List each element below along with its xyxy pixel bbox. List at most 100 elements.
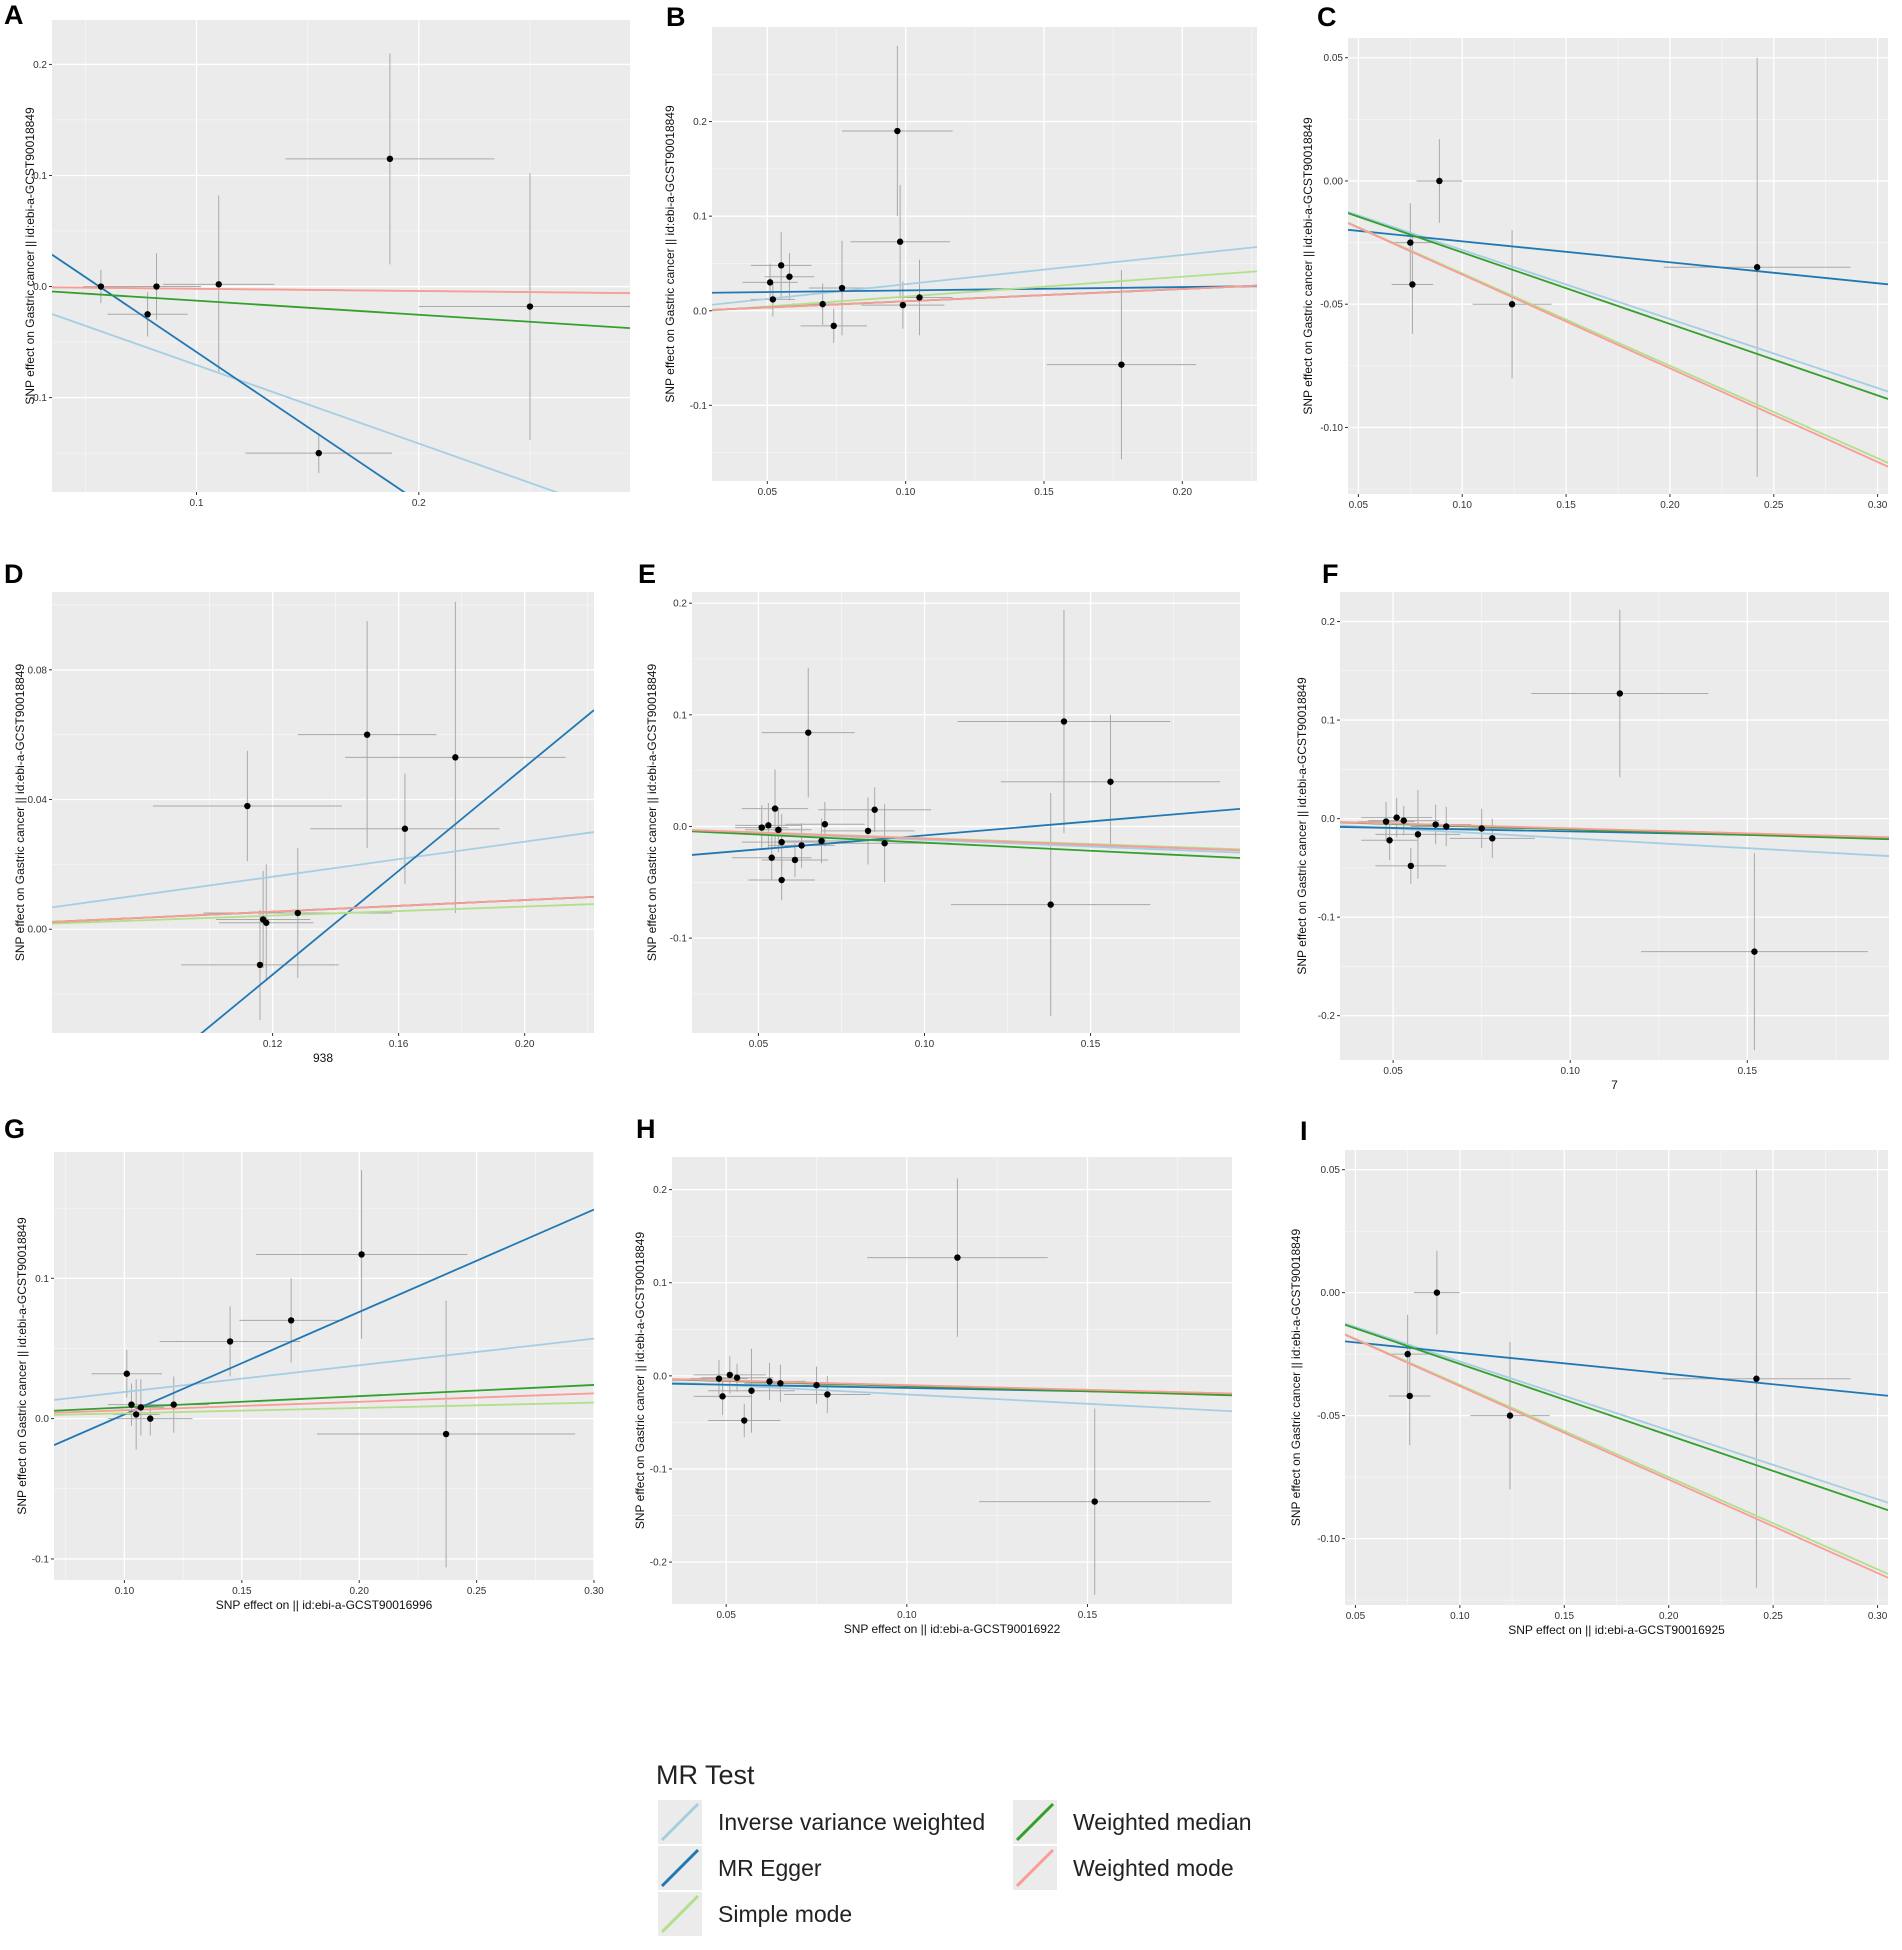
x-tick-label: 0.30 xyxy=(584,1586,604,1597)
line-weighted-median xyxy=(1348,212,1888,400)
data-point xyxy=(1386,837,1393,844)
data-point xyxy=(144,311,151,318)
legend-items: Inverse variance weighted MR Egger Simple … xyxy=(658,1800,1252,1936)
x-axis-label: SNP effect on || id:ebi-a-GCST90016925 xyxy=(1508,1623,1725,1637)
x-tick-label: 0.05 xyxy=(1383,1066,1403,1077)
line-weighted-mode xyxy=(1340,821,1889,839)
line-weighted-mode xyxy=(54,1392,594,1414)
data-point xyxy=(768,854,775,861)
data-point xyxy=(226,1338,234,1345)
y-tick-label: 0.00 xyxy=(1321,1288,1341,1299)
y-tick-label: 0.1 xyxy=(653,1278,667,1289)
y-axis-label: SNP effect on Gastric cancer || id:ebi-a… xyxy=(1289,1229,1303,1527)
x-tick-label: 0.10 xyxy=(896,487,916,498)
data-point xyxy=(1443,823,1450,830)
y-tick-label: 0.05 xyxy=(1321,1165,1341,1176)
x-tick-label: 0.10 xyxy=(1560,1066,1580,1077)
x-tick-label: 0.15 xyxy=(1556,500,1576,511)
x-tick-label: 0.12 xyxy=(263,1039,283,1050)
data-point xyxy=(294,909,301,917)
data-point xyxy=(786,273,793,280)
line-weighted-mode xyxy=(692,829,1240,852)
data-point xyxy=(821,821,829,828)
legend-key-line xyxy=(1015,1848,1055,1888)
plot-area xyxy=(54,1152,594,1580)
y-tick-label: -0.2 xyxy=(650,1558,668,1569)
data-point xyxy=(1433,1289,1441,1296)
data-point xyxy=(386,155,394,163)
x-tick-label: 0.20 xyxy=(515,1039,535,1050)
y-axis-label: SNP effect on Gastric cancer || id:ebi-a… xyxy=(1295,677,1309,975)
line-weighted-mode xyxy=(672,1378,1232,1395)
legend-label: Simple mode xyxy=(718,1901,852,1927)
data-point xyxy=(1616,690,1624,697)
y-tick-label: -0.1 xyxy=(650,1464,668,1475)
y-tick-label: 0.0 xyxy=(1321,814,1335,825)
data-point xyxy=(813,1381,820,1389)
line-simple-mode xyxy=(52,903,594,925)
x-tick-label: 0.1 xyxy=(190,498,204,509)
data-point xyxy=(287,1317,295,1324)
data-point xyxy=(769,296,777,303)
data-point xyxy=(1404,1350,1411,1358)
data-point xyxy=(1432,821,1439,828)
plot-background xyxy=(692,592,1240,1033)
line-weighted-mode xyxy=(52,286,630,294)
x-axis-label: SNP effect on || id:ebi-a-GCST90016922 xyxy=(844,1622,1061,1636)
panel-letter: A xyxy=(4,0,24,30)
y-tick-label: 0.04 xyxy=(28,795,48,806)
data-point xyxy=(1478,825,1485,832)
data-point xyxy=(1382,818,1390,825)
data-point xyxy=(442,1430,450,1438)
y-tick-label: -0.1 xyxy=(690,401,708,412)
legend-key-line xyxy=(660,1894,700,1934)
plot-area xyxy=(52,20,630,492)
line-inverse-variance-weighted xyxy=(1348,211,1888,393)
data-point xyxy=(805,729,812,736)
data-point xyxy=(1414,831,1422,838)
data-point xyxy=(1489,835,1496,842)
plot-area xyxy=(712,27,1257,481)
data-point xyxy=(818,837,825,845)
y-tick-label: 0.0 xyxy=(653,1371,667,1382)
x-tick-label: 0.15 xyxy=(1738,1066,1758,1077)
panel-letter: G xyxy=(4,1114,25,1144)
line-inverse-variance-weighted xyxy=(52,831,594,909)
legend-key-line xyxy=(660,1848,700,1888)
data-point xyxy=(1506,1412,1514,1419)
y-tick-label: 0.0 xyxy=(35,1414,49,1425)
legend-label: Weighted mode xyxy=(1073,1855,1234,1881)
panel-letter: H xyxy=(636,1114,656,1144)
data-point xyxy=(777,262,785,269)
y-tick-label: 0.2 xyxy=(673,599,687,610)
y-axis-label: SNP effect on Gastric cancer || id:ebi-a… xyxy=(663,105,677,403)
legend-item: MR Egger xyxy=(658,1846,822,1890)
data-point xyxy=(894,127,901,135)
y-tick-label: -0.1 xyxy=(30,393,48,404)
legend-item: Inverse variance weighted xyxy=(658,1800,985,1844)
data-point xyxy=(1118,361,1125,368)
data-point xyxy=(1047,901,1054,908)
x-tick-label: 0.20 xyxy=(1173,487,1193,498)
plot-background xyxy=(52,592,594,1033)
data-point xyxy=(1753,264,1761,271)
data-point xyxy=(896,238,904,245)
panel-h: H 0.05 0.10 0.15 -0.2 -0.1 0.0 0.1 0.2 SNP effect… xyxy=(633,1114,1232,1636)
line-weighted-mode xyxy=(52,895,594,923)
y-tick-label: 0.2 xyxy=(653,1185,667,1196)
data-point xyxy=(1107,778,1114,785)
data-point xyxy=(777,1380,784,1387)
y-tick-label: 0.0 xyxy=(693,306,707,317)
x-tick-label: 0.16 xyxy=(389,1039,409,1050)
panel-letter: E xyxy=(638,559,656,589)
data-point xyxy=(766,279,774,286)
data-point xyxy=(263,919,270,926)
x-tick-label: 0.10 xyxy=(897,1610,917,1621)
legend-label: MR Egger xyxy=(718,1855,822,1881)
y-tick-label: -0.1 xyxy=(32,1554,50,1565)
x-tick-label: 0.15 xyxy=(232,1586,252,1597)
panel-f: F 0.05 0.10 0.15 -0.2 -0.1 0.0 0.1 0.2 SNP effect… xyxy=(1295,559,1889,1092)
line-weighted-median xyxy=(52,290,630,330)
legend-box xyxy=(655,1752,1075,1942)
